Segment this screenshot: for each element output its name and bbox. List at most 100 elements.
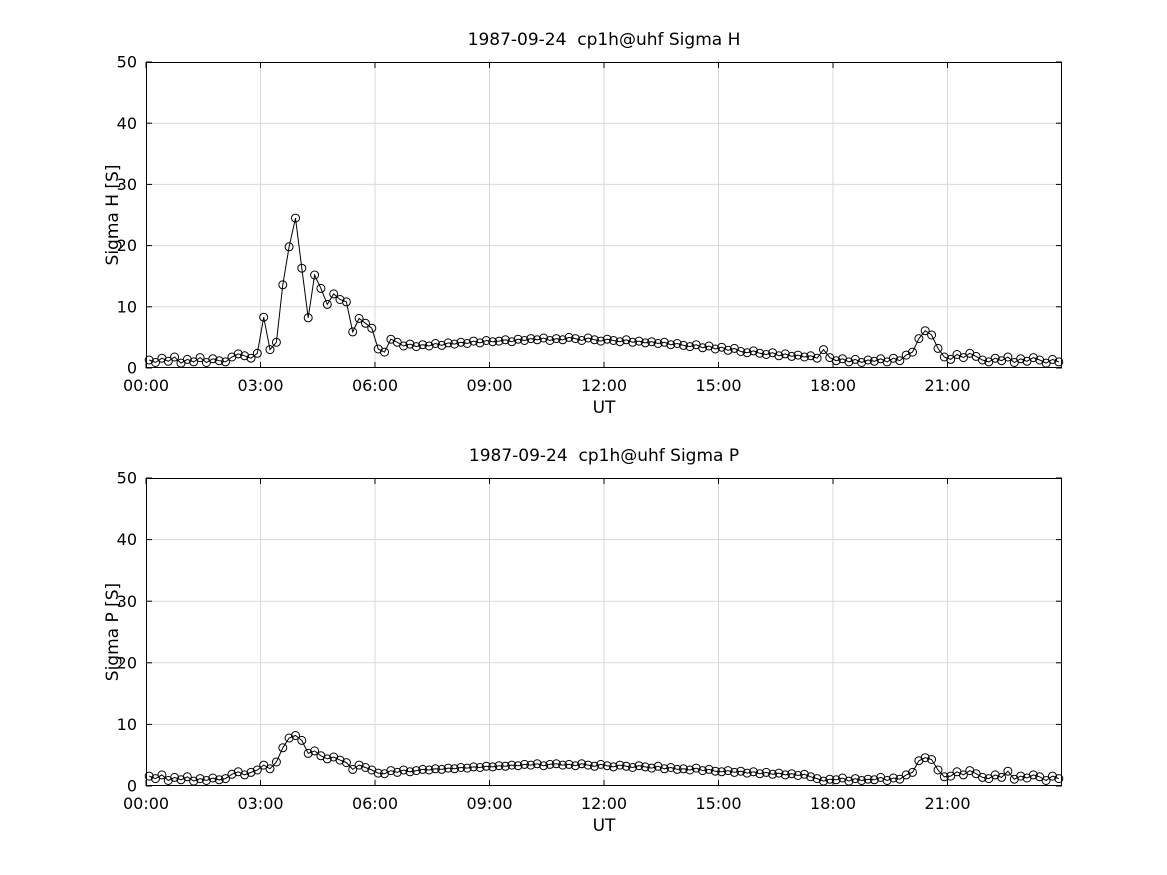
data-marker [844,776,854,786]
data-marker [990,353,1000,363]
x-tick-label: 12:00 [581,794,627,813]
data-marker [933,343,943,353]
data-marker [659,764,669,774]
data-marker [322,754,332,764]
data-marker [170,352,180,362]
data-marker [494,336,504,346]
data-marker [978,355,987,365]
data-marker [927,330,937,340]
data-marker [590,335,599,345]
x-tick-label: 09:00 [466,376,512,395]
data-marker [634,336,644,346]
data-marker [647,763,657,773]
data-marker [189,776,199,786]
data-marker [411,342,421,352]
data-marker [774,351,784,361]
data-marker [380,347,389,357]
data-marker [246,767,256,777]
data-marker [259,312,269,322]
data-marker [564,332,574,342]
data-marker [1054,357,1064,367]
data-marker [424,765,434,775]
data-marker [691,763,701,773]
data-marker [615,337,625,347]
data-marker [761,767,771,777]
data-marker [354,760,364,770]
data-marker [628,763,638,772]
data-marker [793,771,803,780]
y-tick-label: 0 [127,777,137,796]
data-marker [997,772,1007,782]
data-marker [653,339,663,348]
data-marker [329,289,339,299]
data-marker [144,771,154,781]
data-marker [888,353,898,363]
data-marker [284,733,294,743]
x-tick-label: 12:00 [581,376,627,395]
data-marker [367,323,377,333]
data-marker [958,353,968,363]
data-marker [532,759,542,769]
x-tick-label: 06:00 [352,376,398,395]
data-marker [157,770,167,780]
data-marker [507,337,517,347]
data-marker [310,270,320,280]
data-marker [443,763,453,773]
data-marker [335,755,345,765]
data-marker [456,763,466,772]
data-marker [151,358,160,367]
data-marker [780,349,790,359]
data-marker [450,764,459,774]
data-marker [221,357,230,367]
data-series-sigma-h [144,213,1064,368]
data-marker [812,774,822,784]
data-marker [526,760,536,770]
axes-sigma-h: 0 10 20 30 40 50 00:00 03:00 06:00 09:00 12:00 15:0… [117,53,1062,395]
data-marker [520,336,529,345]
data-marker [946,771,956,781]
data-marker [946,354,956,364]
data-marker [354,313,364,323]
data-marker [1048,771,1057,781]
y-tick-label: 20 [117,236,137,255]
data-marker [698,766,708,776]
y-tick-label: 30 [117,592,137,611]
x-tick-label: 03:00 [237,376,283,395]
data-marker [520,759,529,769]
y-tick-label: 40 [117,530,137,549]
data-marker [430,764,440,774]
data-marker [1028,353,1038,363]
data-marker [755,348,765,358]
data-marker [252,348,262,358]
data-marker [736,766,746,776]
data-marker [787,351,797,361]
data-marker [723,345,733,355]
data-marker [647,337,657,347]
data-marker [551,759,561,769]
data-series-sigma-p [144,731,1064,786]
data-marker [685,342,695,352]
data-marker [653,761,663,771]
data-line-sigma-p [149,734,1059,782]
data-marker [895,356,905,366]
data-marker [717,767,727,777]
data-marker [462,339,472,348]
data-marker [831,775,841,785]
x-tick-label: 18:00 [810,376,856,395]
data-marker [819,776,828,786]
data-marker [761,350,771,359]
data-marker [469,336,479,346]
data-marker [399,765,409,775]
data-marker [513,334,523,344]
data-marker [755,769,765,779]
data-marker [869,775,879,785]
data-marker [628,337,638,347]
data-marker [806,351,816,361]
data-marker [201,776,211,785]
data-marker [927,755,937,764]
x-tick-label: 15:00 [695,376,741,395]
data-marker [418,764,428,774]
data-marker [939,352,949,362]
data-marker [819,345,828,355]
data-marker [723,766,733,776]
